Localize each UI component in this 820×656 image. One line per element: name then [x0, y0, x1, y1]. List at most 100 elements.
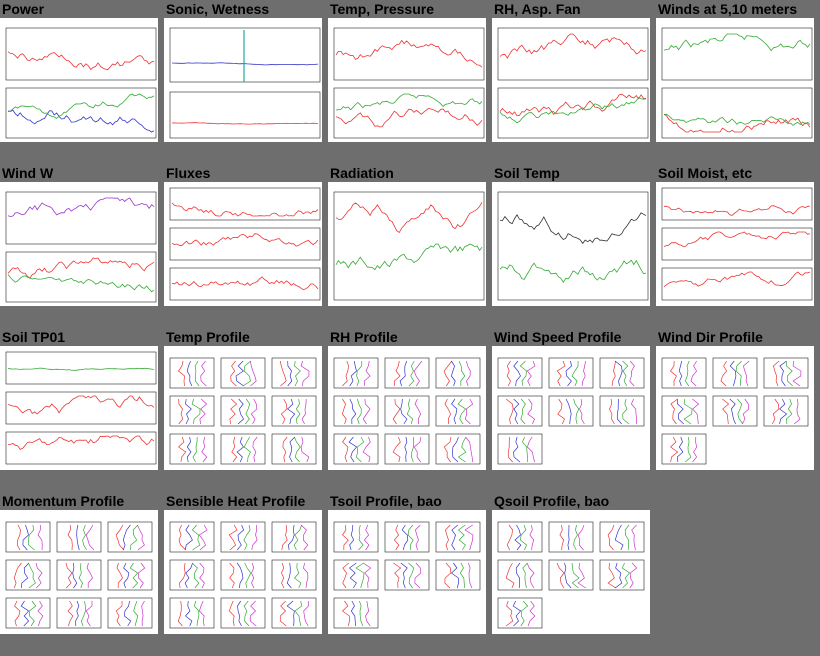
plot-frame [712, 357, 758, 389]
plot-tile[interactable]: Winds at 5,10 meters [656, 0, 818, 164]
plot-title[interactable]: RH, Asp. Fan [494, 1, 581, 17]
plot-tile[interactable]: Tsoil Profile, bao [328, 492, 490, 656]
plot-title[interactable]: Power [2, 1, 45, 17]
plot-frame [333, 597, 379, 629]
plot-tile[interactable]: Radiation [328, 164, 490, 328]
plot-frame [599, 559, 645, 591]
plot-frame [333, 27, 485, 81]
plot-title[interactable]: Temp, Pressure [330, 1, 435, 17]
plot-thumbnail[interactable] [164, 182, 322, 306]
plot-title[interactable]: Wind Speed Profile [494, 329, 622, 345]
plot-title[interactable]: Winds at 5,10 meters [658, 1, 798, 17]
plot-thumbnail[interactable] [164, 346, 322, 470]
plot-title[interactable]: Wind W [2, 165, 54, 181]
plot-line [7, 274, 155, 293]
plot-tile[interactable]: Temp, Pressure [328, 0, 490, 164]
plot-tile[interactable]: Sonic, Wetness [164, 0, 326, 164]
plot-thumbnail[interactable] [328, 346, 486, 470]
plot-title[interactable]: Soil Temp [494, 165, 560, 181]
profile-line [515, 562, 521, 589]
profile-line [445, 524, 451, 551]
plot-tile[interactable]: Soil TP01 [0, 328, 162, 492]
plot-title[interactable]: Sonic, Wetness [166, 1, 270, 17]
plot-tile[interactable]: Soil Temp [492, 164, 654, 328]
profile-line [191, 524, 201, 551]
plot-image [5, 521, 153, 629]
plot-image [5, 351, 157, 465]
plot-tile[interactable]: Sensible Heat Profile [164, 492, 326, 656]
plot-thumbnail[interactable] [492, 346, 650, 470]
profile-line [414, 562, 422, 589]
plot-thumbnail[interactable] [328, 182, 486, 306]
profile-line [198, 524, 208, 551]
profile-line [115, 524, 125, 551]
profile-line [287, 360, 293, 387]
plot-tile[interactable]: Momentum Profile [0, 492, 162, 656]
plot-frame [661, 187, 813, 221]
plot-tile[interactable]: Soil Moist, etc [656, 164, 818, 328]
plot-tile[interactable]: Wind W [0, 164, 162, 328]
profile-line [611, 360, 616, 387]
plot-thumbnail[interactable] [328, 510, 486, 634]
plot-frame [384, 433, 430, 465]
profile-line [630, 398, 637, 425]
plot-tile[interactable]: Fluxes [164, 164, 326, 328]
profile-line [342, 436, 349, 463]
plot-title[interactable]: Soil Moist, etc [658, 165, 753, 181]
plot-thumbnail[interactable] [0, 182, 158, 306]
profile-line [243, 600, 250, 627]
plot-thumbnail[interactable] [492, 18, 650, 142]
plot-thumbnail[interactable] [328, 18, 486, 142]
profile-line [621, 562, 631, 589]
profile-line [607, 562, 616, 589]
profile-line [178, 360, 185, 387]
plot-tile[interactable]: Qsoil Profile, bao [492, 492, 654, 656]
plot-line [663, 33, 811, 52]
plot-line [7, 93, 155, 119]
plot-title[interactable]: Wind Dir Profile [658, 329, 763, 345]
plot-thumbnail[interactable] [656, 346, 814, 470]
plot-frame [661, 357, 707, 389]
plot-thumbnail[interactable] [492, 182, 650, 306]
profile-line [178, 436, 187, 463]
plot-tile[interactable]: RH Profile [328, 328, 490, 492]
plot-title[interactable]: Momentum Profile [2, 493, 125, 509]
profile-line [199, 600, 205, 627]
plot-tile[interactable]: RH, Asp. Fan [492, 0, 654, 164]
plot-title[interactable]: RH Profile [330, 329, 398, 345]
profile-line [116, 562, 123, 588]
plot-thumbnail[interactable] [656, 182, 814, 306]
plot-tile[interactable]: Temp Profile [164, 328, 326, 492]
plot-frame [271, 357, 317, 389]
plot-thumbnail[interactable] [164, 510, 322, 634]
profile-line [194, 600, 200, 627]
plot-tile[interactable]: Wind Speed Profile [492, 328, 654, 492]
plot-title[interactable]: Fluxes [166, 165, 211, 181]
profile-line [407, 524, 414, 551]
plot-title[interactable]: Sensible Heat Profile [166, 493, 306, 509]
plot-title[interactable]: Qsoil Profile, bao [494, 493, 610, 509]
plot-thumbnail[interactable] [0, 510, 158, 634]
plot-title[interactable]: Tsoil Profile, bao [330, 493, 442, 509]
plot-thumbnail[interactable] [492, 510, 650, 634]
plot-thumbnail[interactable] [0, 346, 158, 470]
plot-frame [661, 27, 813, 81]
plot-title[interactable]: Radiation [330, 165, 394, 181]
plot-frame [107, 597, 153, 629]
plot-title[interactable]: Temp Profile [166, 329, 250, 345]
plot-thumbnail[interactable] [656, 18, 814, 142]
plot-image [661, 357, 809, 465]
profile-line [676, 398, 684, 425]
profile-line [629, 562, 638, 589]
profile-line [468, 562, 473, 589]
plot-tile[interactable]: Wind Dir Profile [656, 328, 818, 492]
profile-line [228, 524, 238, 551]
profile-line [237, 600, 242, 627]
profile-line [571, 360, 579, 387]
plot-thumbnail[interactable] [0, 18, 158, 142]
plot-line [663, 231, 811, 248]
plot-line [171, 122, 319, 125]
plot-tile[interactable]: Power [0, 0, 162, 164]
plot-title[interactable]: Soil TP01 [2, 329, 66, 345]
plot-thumbnail[interactable] [164, 18, 322, 142]
